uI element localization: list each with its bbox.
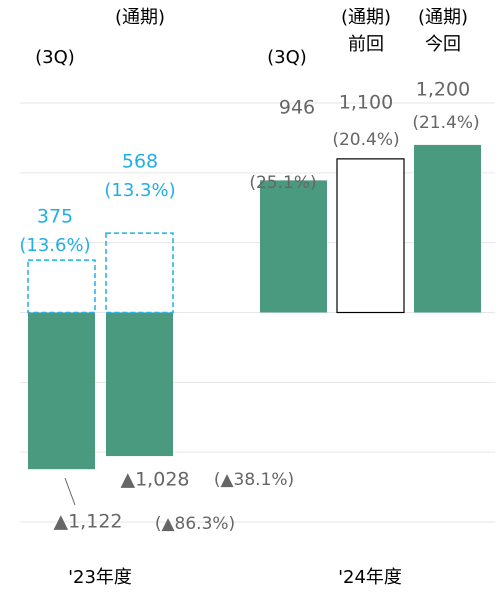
bar [414, 144, 481, 313]
value-label: 375 [37, 206, 73, 228]
group-label: '24年度 [338, 567, 402, 588]
rate-label: (21.4%) [412, 113, 479, 133]
header: 今回 [425, 34, 461, 55]
value-label: ▲1,028 [120, 469, 189, 491]
value-label: ▲1,122 [53, 511, 122, 533]
bar [260, 180, 327, 313]
header: (通期) [115, 7, 165, 28]
rate-label: (13.3%) [104, 180, 175, 201]
bar [105, 232, 174, 314]
bar [27, 259, 96, 314]
group-label: '23年度 [68, 567, 132, 588]
rate-label: (13.6%) [19, 235, 90, 256]
rate-label: (25.1%) [249, 173, 316, 193]
value-label: 568 [122, 151, 158, 173]
bar [106, 312, 173, 457]
header: 前回 [348, 34, 384, 55]
value-label: 1,100 [339, 92, 393, 114]
bar [336, 158, 405, 314]
header: (3Q) [267, 47, 307, 68]
bar [28, 312, 95, 470]
value-label: 946 [279, 97, 315, 119]
connector [64, 477, 76, 506]
header: (通期) [418, 7, 468, 28]
header: (3Q) [35, 47, 75, 68]
rate-label: (▲86.3%) [155, 514, 235, 534]
value-label: 1,200 [416, 79, 470, 101]
rate-label: (▲38.1%) [214, 470, 294, 490]
header: (通期) [341, 7, 391, 28]
rate-label: (20.4%) [332, 130, 399, 150]
